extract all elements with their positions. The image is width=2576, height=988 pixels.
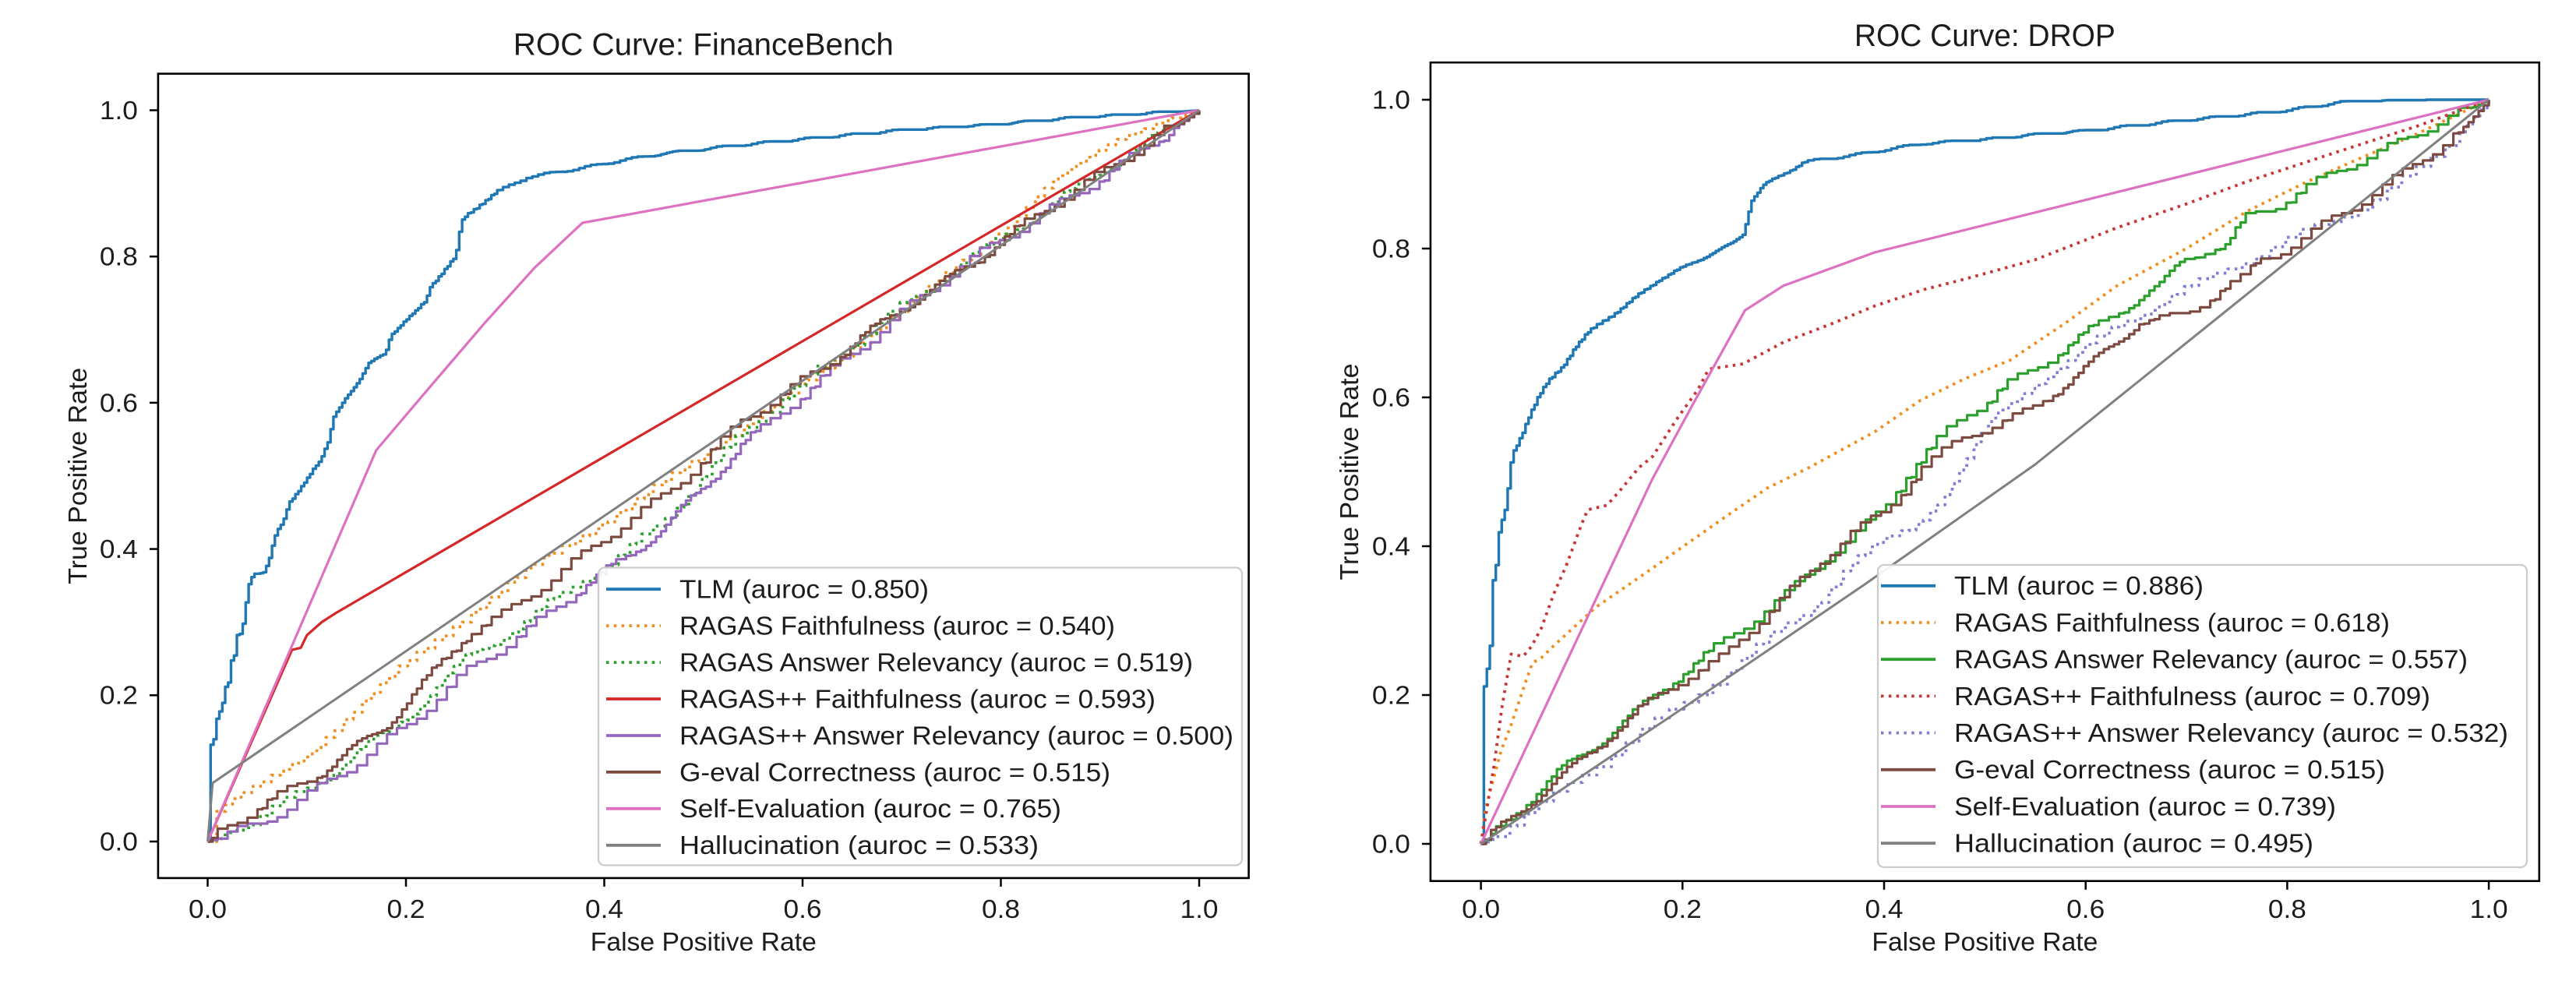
svg-text:Self-Evaluation (auroc = 0.739: Self-Evaluation (auroc = 0.739) — [1954, 792, 2336, 820]
svg-text:RAGAS Answer Relevancy (auroc: RAGAS Answer Relevancy (auroc = 0.519) — [679, 648, 1193, 677]
svg-text:False Positive Rate: False Positive Rate — [591, 927, 817, 956]
svg-text:G-eval Correctness (auroc = 0.: G-eval Correctness (auroc = 0.515) — [679, 757, 1110, 786]
svg-text:1.0: 1.0 — [1372, 85, 1410, 114]
svg-text:True Positive Rate: True Positive Rate — [1335, 364, 1364, 580]
svg-text:1.0: 1.0 — [2470, 894, 2508, 923]
svg-text:0.2: 0.2 — [1664, 894, 1702, 923]
svg-text:RAGAS++ Faithfulness (auroc =: RAGAS++ Faithfulness (auroc = 0.593) — [679, 684, 1156, 713]
svg-text:0.6: 0.6 — [784, 894, 822, 923]
svg-text:0.2: 0.2 — [387, 894, 425, 923]
svg-text:0.8: 0.8 — [100, 242, 138, 271]
svg-text:0.4: 0.4 — [100, 535, 138, 563]
svg-text:0.8: 0.8 — [2268, 894, 2306, 923]
svg-text:RAGAS++ Answer Relevancy (auro: RAGAS++ Answer Relevancy (auroc = 0.532) — [1954, 718, 2508, 747]
svg-text:0.0: 0.0 — [100, 827, 138, 856]
svg-text:ROC Curve: DROP: ROC Curve: DROP — [1854, 19, 2115, 53]
svg-text:TLM (auroc = 0.850): TLM (auroc = 0.850) — [679, 575, 929, 604]
svg-text:0.4: 0.4 — [1372, 531, 1410, 560]
svg-text:0.6: 0.6 — [1372, 383, 1410, 411]
svg-text:0.2: 0.2 — [1372, 680, 1410, 709]
svg-text:ROC Curve: FinanceBench: ROC Curve: FinanceBench — [513, 28, 894, 62]
svg-text:Hallucination (auroc = 0.495): Hallucination (auroc = 0.495) — [1954, 829, 2313, 858]
svg-text:True Positive Rate: True Positive Rate — [63, 368, 92, 584]
svg-text:TLM (auroc = 0.886): TLM (auroc = 0.886) — [1954, 571, 2204, 600]
svg-text:0.4: 0.4 — [1865, 894, 1904, 923]
svg-text:0.0: 0.0 — [1462, 894, 1500, 923]
svg-text:RAGAS Answer Relevancy (auroc: RAGAS Answer Relevancy (auroc = 0.557) — [1954, 645, 2468, 674]
svg-text:1.0: 1.0 — [1180, 894, 1219, 923]
svg-text:RAGAS Faithfulness (auroc = 0.: RAGAS Faithfulness (auroc = 0.540) — [679, 612, 1115, 640]
svg-text:1.0: 1.0 — [100, 96, 138, 125]
svg-text:0.8: 0.8 — [982, 894, 1020, 923]
svg-text:0.0: 0.0 — [189, 894, 227, 923]
svg-text:False Positive Rate: False Positive Rate — [1872, 927, 2098, 956]
svg-text:0.6: 0.6 — [100, 388, 138, 417]
svg-text:0.4: 0.4 — [585, 894, 623, 923]
svg-text:Hallucination (auroc = 0.533): Hallucination (auroc = 0.533) — [679, 831, 1039, 859]
svg-text:0.2: 0.2 — [100, 681, 138, 710]
svg-text:0.6: 0.6 — [2066, 894, 2105, 923]
svg-text:RAGAS++ Faithfulness (auroc =: RAGAS++ Faithfulness (auroc = 0.709) — [1954, 682, 2430, 711]
svg-text:G-eval Correctness (auroc = 0.: G-eval Correctness (auroc = 0.515) — [1954, 755, 2385, 784]
svg-text:0.8: 0.8 — [1372, 234, 1410, 263]
svg-text:0.0: 0.0 — [1372, 829, 1410, 858]
svg-text:RAGAS++ Answer Relevancy (auro: RAGAS++ Answer Relevancy (auroc = 0.500) — [679, 721, 1233, 750]
svg-text:Self-Evaluation (auroc = 0.765: Self-Evaluation (auroc = 0.765) — [679, 794, 1061, 823]
svg-text:RAGAS Faithfulness (auroc = 0.: RAGAS Faithfulness (auroc = 0.618) — [1954, 608, 2390, 637]
